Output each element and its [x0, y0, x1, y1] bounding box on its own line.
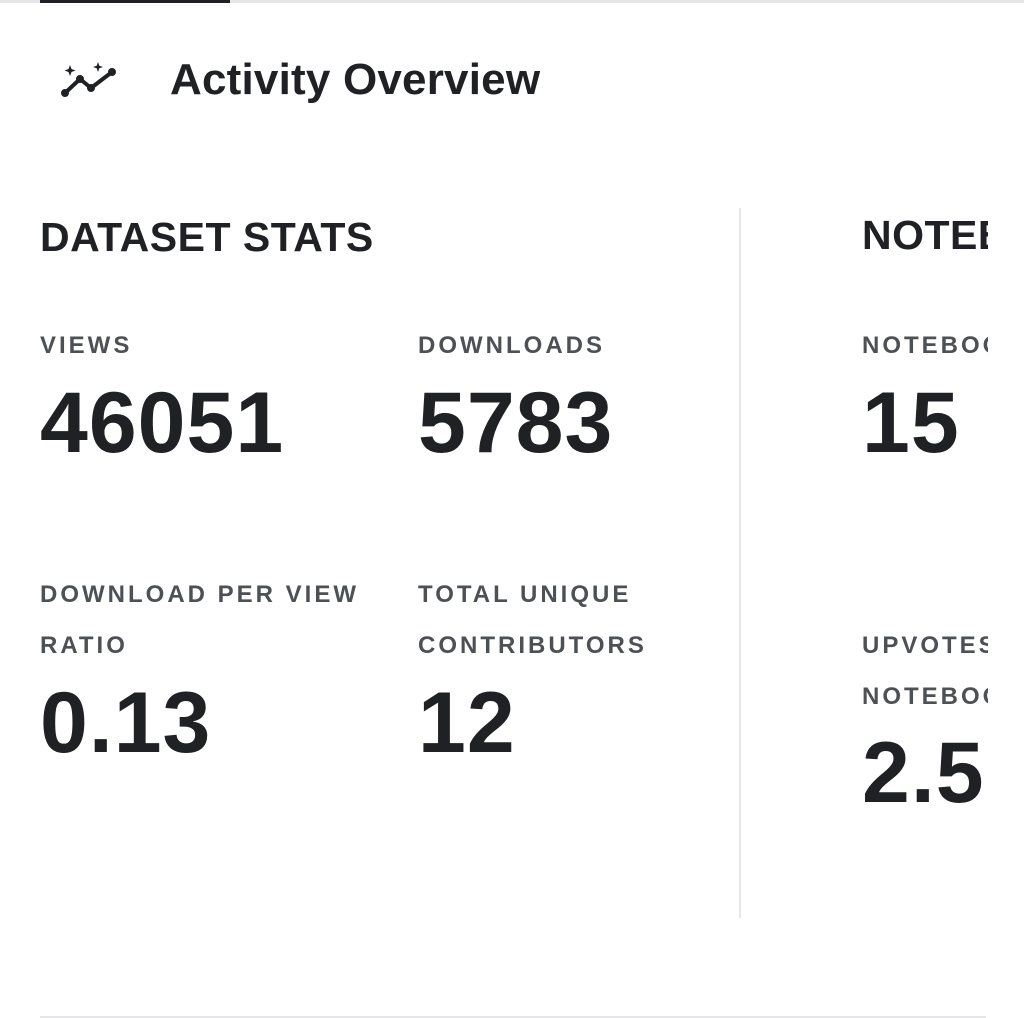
upvotes-value: 2.5	[862, 725, 985, 821]
download-ratio-value: 0.13	[40, 675, 212, 771]
views-label: VIEWS	[40, 332, 133, 359]
download-ratio-label-line1: DOWNLOAD PER VIEW	[40, 581, 359, 608]
upvotes-label-line2: NOTEBOOKS	[862, 683, 988, 710]
downloads-value: 5783	[418, 375, 614, 471]
contributors-value: 12	[418, 675, 516, 771]
notebooks-value: 15	[862, 375, 960, 471]
download-ratio-label-line2: RATIO	[40, 632, 128, 659]
contributors-label-line1: TOTAL UNIQUE	[418, 581, 632, 608]
page-title: Activity Overview	[170, 55, 541, 104]
top-border	[0, 0, 1024, 3]
active-tab-indicator	[40, 0, 230, 3]
dataset-stats-title: DATASET STATS	[40, 214, 374, 260]
sparkle-trend-icon	[60, 62, 118, 98]
downloads-label: DOWNLOADS	[418, 332, 605, 359]
notebook-stats-column: NOTEBOOK STATS NOTEBOOKS 15 UPVOTES NOTE…	[860, 200, 988, 840]
notebook-stats-title: NOTEBOOK STATS	[862, 212, 988, 258]
notebooks-label: NOTEBOOKS	[862, 332, 988, 359]
views-value: 46051	[40, 375, 285, 471]
column-divider	[739, 208, 741, 918]
activity-header: Activity Overview	[60, 52, 540, 108]
contributors-label-line2: CONTRIBUTORS	[418, 632, 647, 659]
bottom-divider	[40, 1016, 986, 1018]
upvotes-label-line1: UPVOTES	[862, 632, 988, 659]
